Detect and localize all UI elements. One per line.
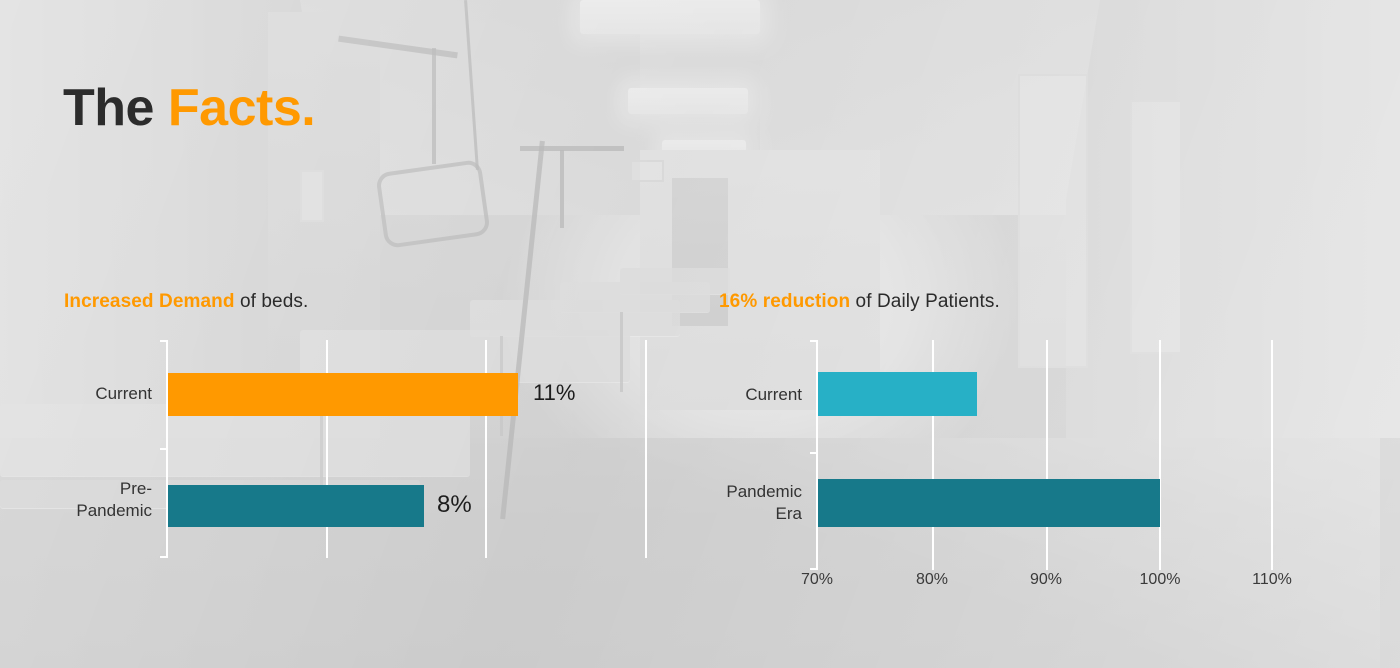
- right-chart-gridline-80: [932, 340, 934, 570]
- bed-leg-3: [620, 312, 623, 392]
- right-chart-tick-label-110: 110%: [1239, 571, 1305, 589]
- door-notice-left: [300, 170, 324, 222]
- right-chart-category-label-current: Current: [700, 384, 802, 406]
- corridor-floor: [0, 438, 1400, 668]
- wall-picture-frame-right: [1018, 74, 1088, 368]
- left-chart-value-current-text: 11%: [533, 380, 576, 405]
- page-title: The Facts.: [63, 79, 316, 137]
- left-chart-category-current-text: Current: [95, 384, 152, 403]
- left-chart-value-label-current: 11%: [533, 380, 575, 406]
- left-chart-value-pre-pandemic-text: 8%: [437, 491, 472, 518]
- right-chart-gridline-110: [1271, 340, 1273, 570]
- left-chart-gridline-1: [326, 340, 328, 558]
- floor-light-reflection: [620, 438, 1380, 668]
- right-chart-axis: [816, 340, 818, 570]
- left-chart-category-pre-pandemic-line1: Pre-: [119, 479, 152, 498]
- left-chart-axis-cap-bottom: [160, 556, 168, 558]
- right-chart-tick-label-90: 90%: [1015, 571, 1077, 589]
- right-chart-category-current-text: Current: [745, 385, 802, 404]
- wall-sign-far: [630, 160, 664, 182]
- right-chart-tick-label-100: 100%: [1127, 571, 1193, 589]
- right-chart-tick-label-80: 80%: [901, 571, 963, 589]
- left-chart-value-label-pre-pandemic: 8%: [437, 491, 472, 519]
- left-chart-subtitle-accent: Increased Demand: [64, 291, 235, 312]
- iv-pole-hook: [560, 150, 564, 228]
- right-chart-tick-110-text: 110%: [1252, 571, 1292, 588]
- page-title-plain: The: [63, 79, 168, 137]
- page-title-accent: Facts.: [167, 79, 316, 137]
- left-chart-category-label-current: Current: [0, 383, 152, 405]
- right-chart-bar-current: [818, 372, 977, 416]
- left-chart-category-label-pre-pandemic: Pre- Pandemic: [0, 478, 152, 522]
- right-chart-tick-100-text: 100%: [1139, 571, 1181, 588]
- left-chart-axis-cap-top: [160, 340, 168, 342]
- chart-reduction-of-daily-patients: Current Pandemic Era 70% 80% 90% 100% 11…: [700, 0, 1400, 668]
- hospital-bed-near: [0, 404, 470, 476]
- right-chart-subtitle-rest: of Daily Patients.: [850, 291, 1000, 312]
- right-chart-axis-tick-mid: [810, 452, 818, 454]
- right-chart-category-pandemic-era-line1: Pandemic: [726, 482, 802, 501]
- left-chart-bar-current: [168, 373, 518, 416]
- right-chart-subtitle: 16% reduction of Daily Patients.: [719, 291, 1000, 313]
- iv-pole-arm: [520, 146, 624, 151]
- left-chart-bar-pre-pandemic: [168, 485, 424, 527]
- ceiling-light-2: [628, 88, 748, 114]
- right-chart-tick-label-70: 70%: [786, 571, 848, 589]
- right-chart-axis-cap-top: [810, 340, 818, 342]
- right-chart-gridline-90: [1046, 340, 1048, 570]
- right-chart-gridline-100: [1159, 340, 1161, 570]
- right-chart-subtitle-accent: 16% reduction: [719, 291, 851, 312]
- left-chart-category-pre-pandemic-line2: Pandemic: [76, 500, 152, 520]
- bed-leg-1: [320, 380, 323, 500]
- left-chart-axis-tick-mid: [160, 448, 168, 450]
- right-chart-tick-80-text: 80%: [915, 571, 949, 588]
- right-chart-axis-cap-bottom: [810, 568, 818, 570]
- right-chart-bar-pandemic-era: [818, 479, 1160, 527]
- hoist-strap: [432, 48, 436, 164]
- right-chart-tick-70-text: 70%: [800, 571, 834, 588]
- right-chart-tick-90-text: 90%: [1029, 571, 1063, 588]
- left-chart-subtitle: Increased Demand of beds.: [64, 291, 308, 313]
- left-chart-gridline-2: [485, 340, 487, 558]
- right-chart-category-label-pandemic-era: Pandemic Era: [700, 481, 802, 525]
- right-chart-category-pandemic-era-line2: Era: [775, 503, 802, 523]
- left-chart-gridline-3: [645, 340, 647, 558]
- chart-increased-demand-of-beds: Current 11% Pre- Pandemic 8%: [0, 340, 647, 558]
- left-chart-subtitle-rest: of beds.: [234, 291, 309, 312]
- ceiling-light-1: [580, 0, 760, 34]
- wall-picture-frame-right-2: [1130, 100, 1182, 354]
